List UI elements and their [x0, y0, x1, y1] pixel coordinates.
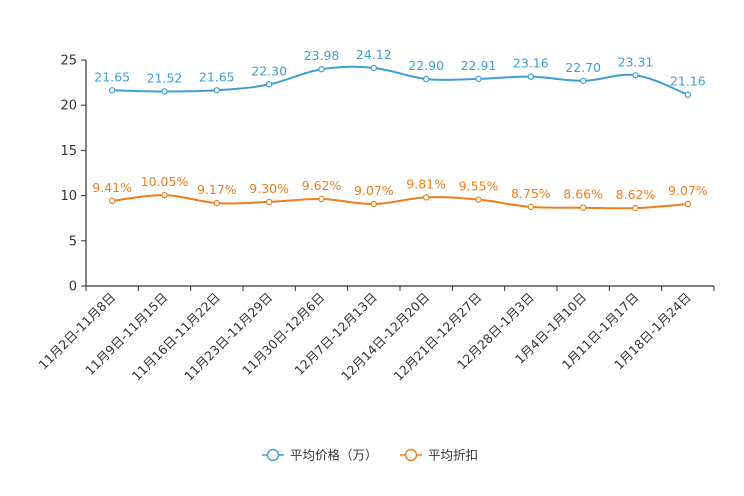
data-point[interactable]	[265, 81, 273, 88]
series-layer: 21.65 21.52 21.65 22.30 23.98 24.12 22.90 22.91…	[92, 47, 708, 212]
data-point[interactable]	[579, 77, 587, 84]
x-tick-label: 12月14日-12月20日	[338, 290, 432, 384]
y-tick-label: 10	[60, 189, 77, 204]
data-point[interactable]	[527, 73, 535, 80]
series-line	[112, 194, 688, 210]
y-tick-label: 25	[60, 54, 77, 69]
data-point[interactable]	[422, 75, 430, 83]
legend-label: 平均价格（万）	[290, 448, 378, 463]
data-label: 9.07%	[668, 183, 708, 198]
data-label: 9.62%	[302, 178, 342, 193]
data-label: 21.52	[147, 70, 183, 85]
data-label: 8.62%	[616, 187, 656, 202]
data-label: 9.41%	[92, 180, 132, 195]
x-tick-label: 11月16日-11月22日	[129, 290, 223, 384]
data-label: 9.07%	[354, 183, 394, 198]
data-label: 9.81%	[406, 176, 446, 191]
legend-item-2[interactable]: 平均折扣	[400, 448, 478, 463]
data-point[interactable]	[318, 195, 325, 203]
y-tick-label: 0	[69, 280, 77, 295]
data-point[interactable]	[265, 198, 273, 206]
data-label: 22.90	[408, 58, 444, 73]
y-tick-label: 15	[60, 144, 77, 159]
data-label: 22.91	[461, 58, 497, 73]
data-label: 21.16	[670, 74, 706, 89]
data-point[interactable]	[684, 91, 692, 98]
data-label: 9.17%	[197, 182, 237, 197]
data-point[interactable]	[370, 64, 378, 72]
data-label: 21.65	[199, 69, 235, 84]
legend-item-1[interactable]: 平均价格（万）	[262, 448, 378, 463]
data-label: 8.66%	[563, 187, 603, 202]
series-line	[112, 65, 689, 96]
x-tick-label: 11月23日-11月29日	[181, 290, 275, 384]
data-label: 22.30	[251, 63, 287, 78]
series-2: 9.41% 10.05% 9.17% 9.30% 9.62% 9.07% 9.81% 9.55…	[92, 174, 708, 212]
data-point[interactable]	[370, 200, 378, 208]
data-point[interactable]	[213, 87, 221, 94]
legend-marker-icon	[266, 448, 280, 462]
data-label: 22.70	[565, 60, 601, 75]
data-point[interactable]	[108, 87, 116, 94]
data-point[interactable]	[475, 75, 482, 83]
series-1: 21.65 21.52 21.65 22.30 23.98 24.12 22.90 22.91…	[94, 47, 706, 98]
x-tick-label: 12月21日-12月27日	[390, 290, 484, 384]
data-label: 21.65	[94, 69, 130, 84]
data-point[interactable]	[632, 204, 639, 212]
data-label: 24.12	[356, 47, 392, 62]
y-tick-label: 5	[69, 234, 77, 249]
chart-legend[interactable]: 平均价格（万） 平均折扣	[262, 448, 478, 463]
data-label: 23.16	[513, 56, 549, 71]
data-label: 9.30%	[249, 181, 289, 196]
data-point[interactable]	[213, 199, 221, 207]
data-label: 8.75%	[511, 186, 551, 201]
legend-label: 平均折扣	[428, 448, 478, 463]
data-label: 23.31	[618, 54, 654, 69]
data-point[interactable]	[475, 196, 482, 203]
data-point[interactable]	[318, 66, 325, 73]
data-label: 10.05%	[141, 174, 189, 189]
data-point[interactable]	[684, 200, 692, 208]
data-point[interactable]	[527, 203, 535, 211]
data-point[interactable]	[161, 88, 168, 95]
legend-marker-icon	[404, 448, 418, 462]
chart-axes: 051015202511月2日-11月8日11月9日-11月15日11月16日-…	[35, 54, 715, 384]
data-label: 23.98	[304, 48, 340, 63]
y-tick-label: 20	[60, 99, 77, 114]
data-point[interactable]	[161, 191, 168, 199]
data-point[interactable]	[108, 197, 116, 205]
data-point[interactable]	[632, 72, 639, 79]
data-point[interactable]	[422, 194, 430, 201]
data-label: 9.55%	[459, 179, 499, 194]
data-point[interactable]	[579, 204, 587, 211]
